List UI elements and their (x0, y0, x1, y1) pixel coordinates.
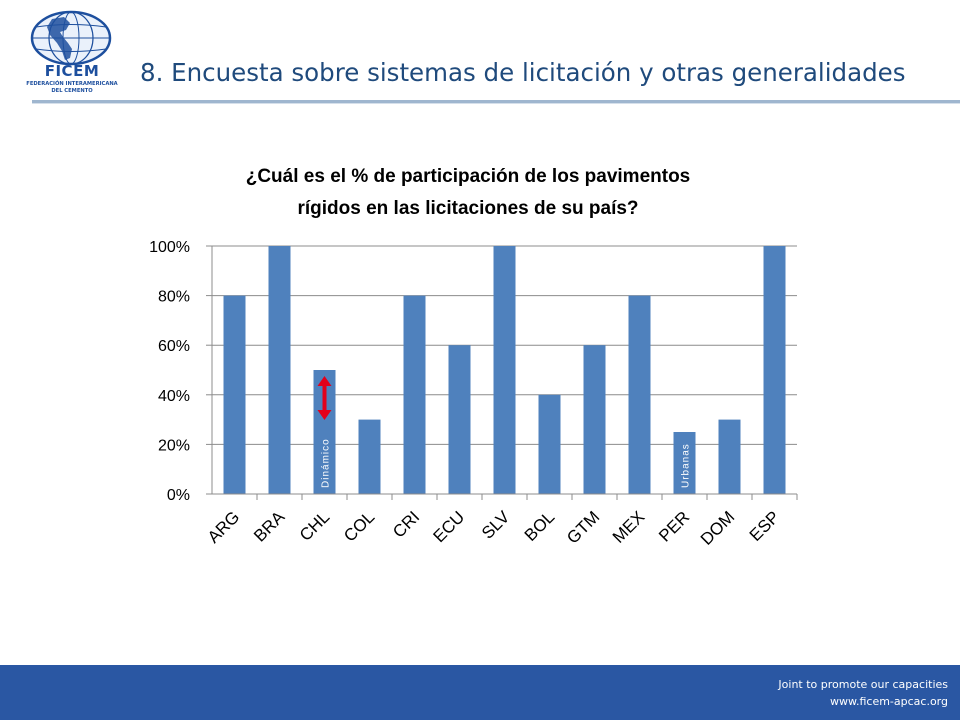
x-tick-label: SLV (478, 507, 514, 543)
y-axis: 0% 20% 40% 60% 80% 100% (149, 239, 213, 504)
x-tick-label: BOL (521, 507, 558, 544)
x-tick-label: MEX (609, 507, 648, 546)
y-tick-label: 20% (158, 437, 190, 454)
bar-gtm (583, 345, 606, 494)
chart-title-line-2: rígidos en las licitaciones de su país? (297, 198, 638, 219)
bar-mex (628, 295, 651, 494)
y-tick-label: 100% (149, 239, 190, 256)
annotations: Dinámico Urbanas (317, 376, 692, 488)
x-tick-label: COL (340, 507, 378, 545)
x-tick-label: ARG (204, 507, 243, 546)
x-tick-label: CRI (389, 507, 423, 541)
chart-title-line-1: ¿Cuál es el % de participación de los pa… (246, 166, 691, 187)
bar-cri (403, 295, 426, 494)
bar-arg (223, 295, 246, 494)
x-axis: ARG BRA CHL COL CRI ECU SLV BOL GTM MEX PER DOM ESP (204, 493, 798, 549)
arrow-head-up-icon (317, 376, 332, 386)
footer-bar: Joint to promote our capacities www.fice… (0, 665, 960, 720)
arrow-head-down-icon (317, 410, 332, 420)
annotation-label: Urbanas (681, 443, 692, 488)
bar-esp (763, 246, 786, 494)
logo-subtitle: FEDERACIÓN INTERAMERICANA (26, 81, 118, 87)
footer-website: www.ficem-apcac.org (829, 695, 948, 708)
x-tick-label: BRA (250, 507, 289, 546)
ficem-logo: FICEM FEDERACIÓN INTERAMERICANA DEL CEME… (22, 8, 122, 94)
x-tick-label: CHL (296, 507, 333, 544)
x-tick-label: ECU (430, 507, 469, 546)
y-tick-label: 0% (167, 487, 190, 504)
globe-icon (30, 10, 112, 66)
bar-ecu (448, 345, 471, 494)
annotation-label: Dinámico (321, 438, 332, 488)
bar-chl (313, 370, 336, 494)
bar-dom (718, 419, 741, 494)
x-tick-label: ESP (746, 507, 783, 544)
bar-bol (538, 394, 561, 494)
x-tick-label: DOM (697, 507, 738, 548)
title-divider (32, 100, 960, 103)
x-tick-label: GTM (563, 507, 603, 547)
bar-bra (268, 246, 291, 494)
y-tick-label: 60% (158, 338, 190, 355)
logo-text: FICEM (44, 62, 100, 80)
x-tick-label: PER (655, 507, 693, 545)
y-tick-label: 80% (158, 289, 190, 306)
title-divider-shadow (32, 103, 960, 104)
page-title: 8. Encuesta sobre sistemas de licitación… (140, 58, 906, 87)
bar-per (673, 432, 696, 494)
bars (223, 246, 786, 494)
bar-slv (493, 246, 516, 494)
bar-col (358, 419, 381, 494)
y-tick-label: 40% (158, 388, 190, 405)
logo-subtitle-2: DEL CEMENTO (51, 88, 93, 94)
footer-tagline: Joint to promote our capacities (778, 678, 948, 691)
